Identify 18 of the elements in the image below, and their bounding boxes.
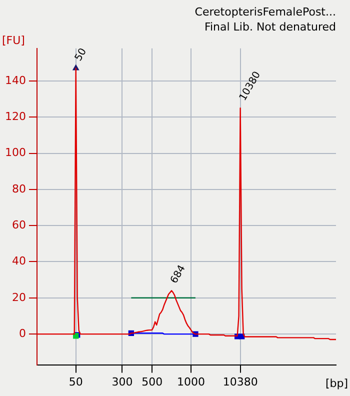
y-tick-label: 40 [12,254,26,268]
y-tick-label: 80 [12,182,26,196]
x-tick-label: 10380 [222,375,258,388]
chart-subtitle: Final Lib. Not denatured [204,20,336,34]
x-tick-label: 500 [142,375,163,388]
y-tick-label: 100 [4,146,26,160]
y-tick-label: 0 [18,326,26,340]
y-tick-label: 120 [4,110,26,123]
x-axis-title: [bp] [325,377,348,390]
x-tick-label: 300 [112,375,133,388]
y-tick-label: 60 [12,218,26,232]
annotation: 50 [73,46,90,64]
chart-title: CeretopterisFemalePost... [194,5,336,18]
y-axis-title: [FU] [2,34,25,47]
y-tick-label: 140 [4,74,26,87]
y-tick-label: 20 [12,290,26,304]
x-tick-label: 1000 [176,375,205,388]
x-tick-label: 50 [68,375,83,388]
